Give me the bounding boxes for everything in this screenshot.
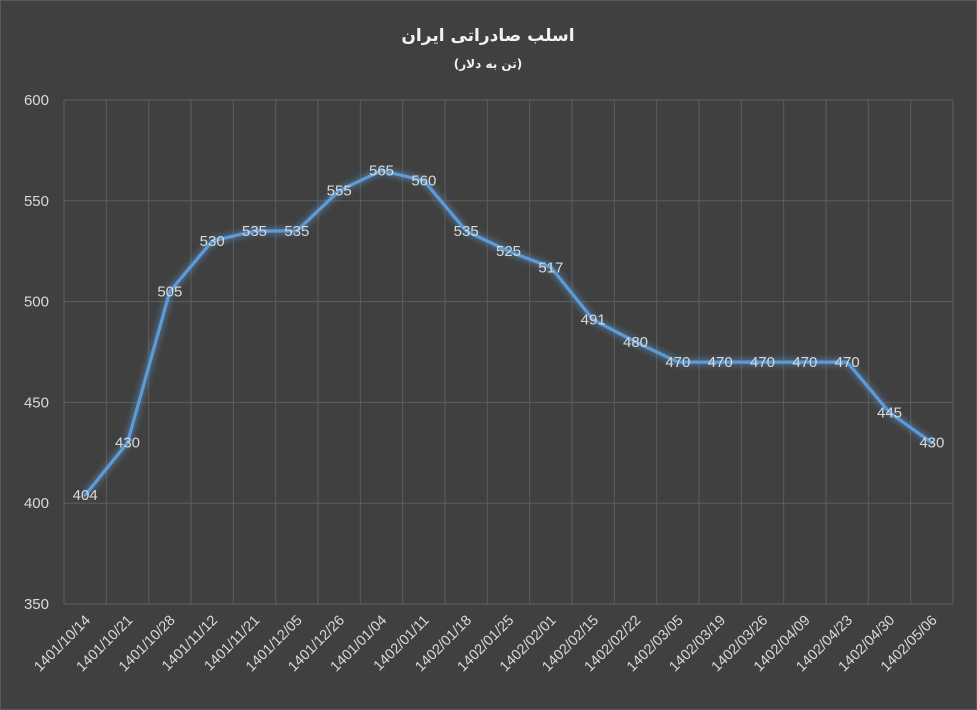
data-point — [253, 229, 256, 233]
data-label: 517 — [538, 259, 563, 276]
data-label: 445 — [877, 404, 902, 421]
data-label: 555 — [327, 183, 352, 200]
grid-layer — [63, 99, 954, 605]
y-tick-label: 600 — [24, 92, 49, 109]
data-label: 430 — [919, 435, 944, 452]
y-tick-label: 500 — [24, 294, 49, 311]
data-point — [210, 239, 214, 243]
data-point — [803, 360, 807, 364]
series-layer — [83, 169, 934, 497]
y-tick-label: 400 — [24, 495, 49, 512]
data-point — [888, 410, 891, 414]
data-label: 470 — [835, 354, 860, 371]
y-tick-label: 550 — [24, 193, 49, 210]
data-point — [83, 493, 87, 497]
data-point — [337, 189, 341, 193]
data-label: 530 — [200, 233, 225, 250]
series-line — [83, 169, 934, 497]
data-label: 505 — [157, 284, 182, 301]
label-layer: 404 430 505 530 535 535 555 565 560 535 525 517 491 4… — [73, 163, 945, 505]
data-point — [168, 290, 172, 294]
data-point — [464, 229, 468, 233]
data-point — [295, 229, 299, 233]
y-tick-label: 350 — [24, 596, 49, 613]
axis-layer: 3504004505005506001401/10/141401/10/2114… — [24, 92, 941, 675]
data-point — [422, 179, 426, 183]
data-point — [126, 441, 129, 445]
data-label: 480 — [623, 334, 648, 351]
data-point — [634, 340, 637, 344]
data-label: 491 — [581, 312, 606, 329]
data-point — [845, 360, 849, 364]
data-point — [507, 249, 510, 253]
chart-subtitle: (تن به دلار) — [454, 57, 522, 71]
data-label: 404 — [73, 487, 98, 504]
data-label: 470 — [665, 354, 690, 371]
data-label: 470 — [708, 354, 733, 371]
data-label: 525 — [496, 243, 521, 260]
data-label: 535 — [284, 223, 309, 240]
data-label: 535 — [242, 223, 267, 240]
y-tick-label: 450 — [24, 394, 49, 411]
data-point — [591, 318, 595, 322]
data-point — [761, 360, 764, 364]
chart-title: اسلب صادراتی ایران — [401, 26, 574, 46]
data-label: 535 — [454, 223, 479, 240]
data-label: 470 — [750, 354, 775, 371]
data-label: 560 — [411, 173, 436, 190]
data-label: 470 — [792, 354, 817, 371]
data-label: 430 — [115, 435, 140, 452]
data-point — [549, 265, 553, 269]
data-point — [718, 360, 722, 364]
data-point — [380, 169, 383, 173]
data-point — [676, 360, 680, 364]
data-point — [930, 441, 934, 445]
data-label: 565 — [369, 163, 394, 180]
